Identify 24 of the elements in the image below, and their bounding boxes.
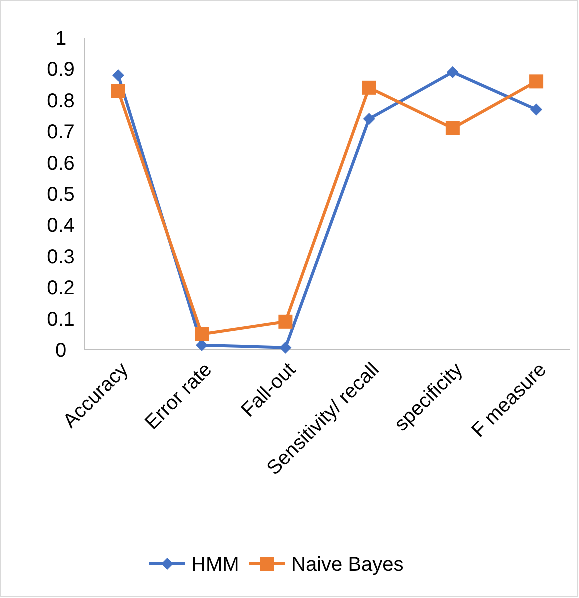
y-tick-label: 0.4: [47, 215, 75, 238]
y-tick-label: 0.6: [47, 152, 75, 175]
y-tick-label: 0.2: [47, 278, 75, 300]
legend-label: Naive Bayes: [292, 554, 404, 576]
legend-label: HMM: [192, 554, 240, 576]
point: [446, 121, 460, 136]
y-tick-label: 0.7: [47, 122, 75, 144]
point: [111, 84, 126, 98]
y-tick-label: 0.1: [47, 308, 75, 331]
y-tick-label: 0.5: [47, 184, 75, 206]
y-tick-label: 0.9: [47, 59, 75, 82]
point: [530, 104, 543, 116]
point: [280, 342, 292, 354]
point: [278, 314, 293, 329]
y-tick-label: 0: [55, 340, 67, 362]
point: [195, 327, 210, 342]
point: [363, 113, 376, 126]
y-tick-label: 1: [55, 28, 67, 50]
point: [362, 80, 376, 95]
point: [446, 66, 459, 78]
point: [530, 74, 544, 89]
y-tick-label: 0.3: [47, 246, 75, 268]
point: [112, 69, 124, 82]
y-tick-label: 0.8: [47, 90, 75, 112]
